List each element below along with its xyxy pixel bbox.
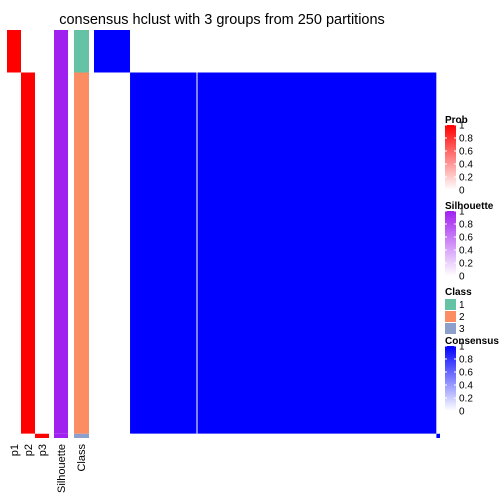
legend-tick-consensus-3: 0.6 [459,368,473,379]
prob-cell-p3-class-1 [35,30,49,73]
prob-cell-p2-class-2 [21,72,35,434]
legend-tick-silhouette-5: 1 [459,207,465,218]
legend-tick-consensus-4: 0.8 [459,355,473,366]
legend-tick-prob-1: 0.2 [459,173,473,184]
legend-title-prob: Prob [445,115,468,126]
legend-tick-prob-2: 0.4 [459,160,473,171]
column-labels: p1 p2 p3 Silhouette Class [9,444,88,493]
silhouette-cell-class-3 [54,433,68,438]
prob-cell-p3-class-2 [35,72,49,434]
legend-colorbar-consensus [445,346,456,411]
legend-tick-consensus-2: 0.4 [459,381,473,392]
silhouette-cell-class-1 [54,30,68,73]
legend-tick-prob-0: 0 [459,186,465,197]
legend-tick-consensus-1: 0.2 [459,394,473,405]
annotation-columns [7,30,89,438]
prob-cell-p3-class-3 [35,433,49,438]
class-cell-class-2 [74,72,89,434]
legend-label-class-2: 2 [459,312,465,323]
prob-cell-p1-class-2 [7,72,21,434]
consensus-block-1-1 [94,30,131,73]
prob-cell-p2-class-1 [21,30,35,73]
legend-tick-prob-3: 0.6 [459,147,473,158]
consensus-block-3-1 [94,433,131,438]
column-label-p2: p2 [23,444,35,456]
legend-swatch-class-1 [445,299,456,310]
legend-tick-silhouette-1: 0.2 [459,259,473,270]
consensus-block-2-1 [94,72,131,434]
column-label-p3: p3 [37,444,49,456]
consensus-block-3-3 [436,433,440,438]
legend-tick-prob-4: 0.8 [459,134,473,145]
chart-title: consensus hclust with 3 groups from 250 … [59,12,385,28]
consensus-block-1-2 [130,30,437,73]
class-cell-class-3 [74,433,89,438]
consensus-block-1-3 [436,30,440,73]
prob-cell-p1-class-1 [7,30,21,73]
legend-tick-silhouette-3: 0.6 [459,233,473,244]
consensus-matrix [94,30,440,438]
legend-tick-consensus-5: 1 [459,342,465,353]
legend-tick-silhouette-2: 0.4 [459,246,473,257]
legend-label-class-1: 1 [459,300,465,311]
legend-title-consensus: Consensus [445,336,499,347]
column-label-silhouette: Silhouette [56,444,68,493]
legend-colorbar-prob [445,125,456,190]
legend-swatch-class-3 [445,323,456,334]
legends: Prob00.20.40.60.81Silhouette00.20.40.60.… [445,115,499,418]
column-label-class: Class [76,444,88,472]
silhouette-cell-class-2 [54,72,68,434]
consensus-block-2-3 [436,72,440,434]
legend-tick-silhouette-4: 0.8 [459,220,473,231]
legend-title-class: Class [445,287,472,298]
legend-swatch-class-2 [445,311,456,322]
consensus-block-2-2 [130,72,437,434]
consensus-block-3-2 [130,433,437,438]
legend-title-silhouette: Silhouette [445,201,494,212]
legend-tick-silhouette-0: 0 [459,272,465,283]
column-label-p1: p1 [9,444,21,456]
legend-colorbar-silhouette [445,211,456,276]
legend-tick-consensus-0: 0 [459,407,465,418]
prob-cell-p2-class-3 [21,433,35,438]
prob-cell-p1-class-3 [7,433,21,438]
legend-label-class-3: 3 [459,324,465,335]
legend-tick-prob-5: 1 [459,121,465,132]
class-cell-class-1 [74,30,89,73]
